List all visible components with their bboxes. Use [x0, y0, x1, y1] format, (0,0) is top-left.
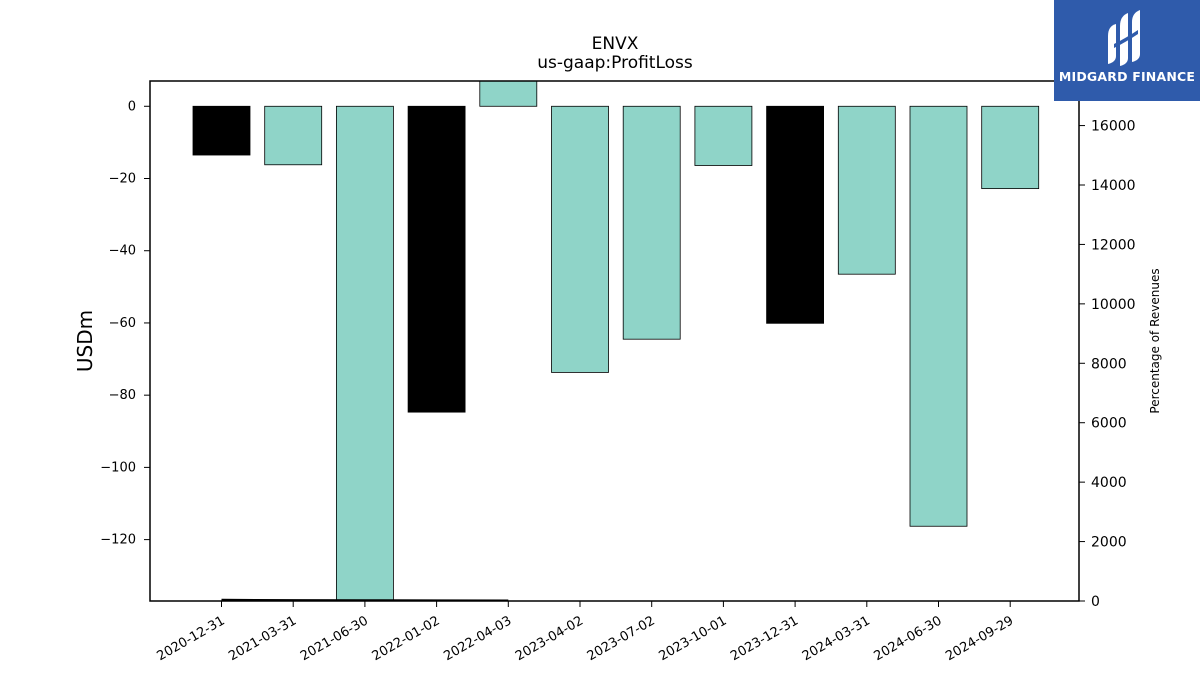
bar-2024-09-29: [981, 105, 1040, 190]
x-tick-label-2024-06-30: 2024-06-30: [872, 613, 945, 664]
y2-tick-label: 8000: [1091, 356, 1127, 372]
bar-2023-07-02: [622, 105, 681, 340]
x-tick-label-2023-04-02: 2023-04-02: [513, 613, 586, 664]
chart-title: ENVX: [592, 34, 639, 54]
y2-tick-label: 4000: [1091, 475, 1127, 491]
y2-tick-label: 6000: [1091, 416, 1127, 432]
x-tick-label-2024-09-29: 2024-09-29: [943, 613, 1016, 664]
y-tick-label: −60: [109, 316, 136, 331]
x-tick-label-2022-04-03: 2022-04-03: [441, 613, 514, 664]
y2-tick-label: 16000: [1091, 119, 1136, 135]
bar-2024-06-30: [909, 105, 968, 527]
bar-2021-06-30: [335, 105, 394, 602]
y2-tick-label: 0: [1091, 594, 1100, 610]
bar-2020-12-31: [192, 105, 251, 156]
y2-tick-label: 14000: [1091, 178, 1136, 194]
bar-2021-03-31: [264, 105, 323, 166]
x-tick-label-2021-06-30: 2021-06-30: [298, 613, 371, 664]
x-tick-label-2024-03-31: 2024-03-31: [800, 613, 873, 664]
x-tick-label-2022-01-02: 2022-01-02: [370, 613, 443, 664]
y-tick-label: −80: [109, 388, 136, 403]
y-tick-label: −40: [109, 244, 136, 259]
bar-2024-03-31: [837, 105, 896, 275]
y-tick-label: 0: [128, 99, 136, 114]
midgard-logo-icon: [1108, 10, 1140, 66]
y-tick-label: −20: [109, 172, 136, 187]
y2-axis-ticks: 0 2000 4000 6000 8000 10000 12000 14000 16000: [1079, 119, 1136, 610]
x-axis-ticks: 2020-12-312021-03-312021-06-302022-01-02…: [155, 601, 1016, 664]
y-tick-label: −120: [100, 533, 136, 548]
y-tick-label: −100: [100, 460, 136, 475]
plot-frame: [149, 80, 1080, 602]
midgard-finance-logo: MIDGARD FINANCE: [1054, 0, 1200, 101]
y2-tick-label: 10000: [1091, 297, 1136, 313]
x-tick-label-2023-07-02: 2023-07-02: [585, 613, 658, 664]
chart-subtitle: us-gaap:ProfitLoss: [537, 53, 693, 73]
y2-tick-label: 2000: [1091, 535, 1127, 551]
bar-2023-10-01: [694, 105, 753, 166]
bar-2022-01-02: [407, 105, 466, 413]
bar-2023-12-31: [766, 105, 824, 324]
bar-2022-04-03: [479, 80, 538, 107]
x-tick-label-2023-10-01: 2023-10-01: [656, 613, 729, 664]
x-tick-label-2021-03-31: 2021-03-31: [226, 613, 299, 664]
x-tick-label-2020-12-31: 2020-12-31: [155, 613, 228, 664]
bar-2023-04-02: [551, 105, 609, 373]
y2-tick-label: 12000: [1091, 237, 1136, 253]
y-axis-ticks: 0 −20 −40 −60 −80 −100 −120: [100, 99, 150, 548]
y2-axis-label: Percentage of Revenues: [1148, 268, 1162, 413]
x-tick-label-2023-12-31: 2023-12-31: [728, 613, 801, 664]
logo-text: MIDGARD FINANCE: [1058, 69, 1196, 84]
bars-layer: [192, 80, 1040, 602]
y-axis-label: USDm: [73, 310, 97, 372]
